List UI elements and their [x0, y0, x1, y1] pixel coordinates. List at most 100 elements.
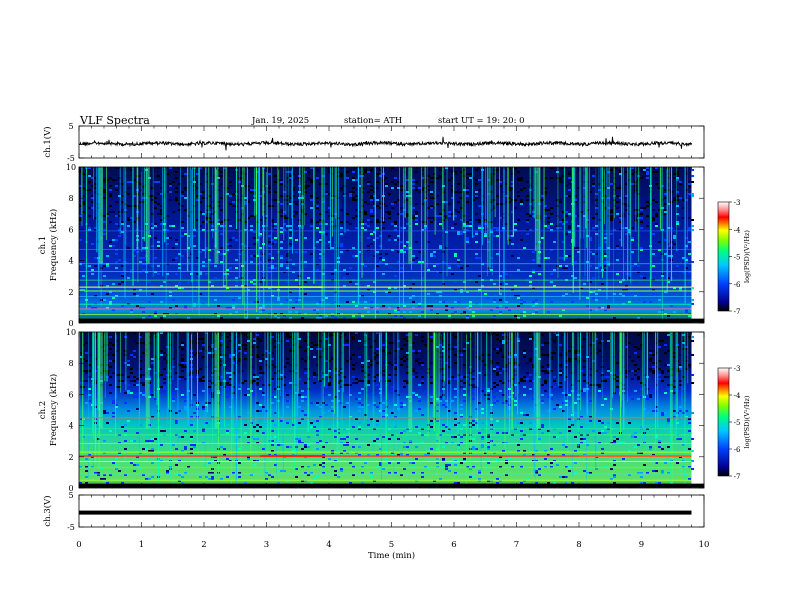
ch1-spec-cell: [394, 201, 397, 203]
ch1-spec-cell: [109, 211, 112, 213]
ch2-spec-cell: [391, 342, 394, 344]
ch2-spec-cell: [667, 364, 670, 366]
ch1-spec-cell: [247, 289, 250, 291]
ch2-spec-cell: [463, 364, 466, 366]
ch2-spec-cell: [541, 424, 544, 426]
ch1-spec-cell: [373, 231, 376, 233]
ch1-spec-cell: [457, 301, 460, 303]
ch1-spec-cell: [490, 181, 493, 183]
ch2-spec-cell: [340, 438, 343, 440]
ch2-spec-cell: [358, 356, 361, 358]
ch2-spec-cell: [478, 358, 481, 360]
ch2-spec-cell: [325, 442, 328, 444]
ch2-spec-cell: [487, 390, 490, 392]
ch1-spec-cell: [460, 231, 463, 233]
ch2-spec-cell: [256, 376, 259, 378]
ch2-spec-cell: [205, 366, 208, 368]
ch1-spec-cell: [460, 219, 463, 221]
ch1-spec-cell: [358, 221, 361, 223]
ch2-spec-cell: [541, 432, 544, 434]
ch1-spec-cell: [670, 305, 673, 307]
ch1-spec-cell: [517, 177, 520, 179]
ch2-spec-cell: [481, 446, 484, 448]
ch2-spec-cell: [436, 466, 439, 468]
ch1-spec-cell: [88, 305, 91, 307]
ch1-spec-cell: [109, 245, 112, 247]
ch2-spec-cell: [472, 448, 475, 450]
ch1-spec-cell: [412, 261, 415, 263]
ch1-spec-cell: [487, 249, 490, 251]
ch1-spec-cell: [559, 227, 562, 229]
ch1-spec-cell: [358, 295, 361, 297]
ch1-spec-cell: [325, 315, 328, 317]
ch2-spec-cell: [493, 402, 496, 404]
ch2-spec-cell: [253, 394, 256, 396]
ch2-spec-cell: [475, 448, 478, 450]
ch2-spec-cell: [451, 338, 454, 340]
ch1-spec-cell: [418, 187, 421, 189]
ch2-spec-cell: [547, 368, 550, 370]
ch1-spec-cell: [400, 227, 403, 229]
ch1-spec-cell: [550, 213, 553, 215]
ch2-spec-cell: [481, 390, 484, 392]
ch1-spec-cell: [154, 225, 157, 227]
ch2-spec-cell: [421, 364, 424, 366]
ch1-spec-cell: [244, 185, 247, 187]
ch1-spec-cell: [415, 181, 418, 183]
ch1-spec-cell: [88, 265, 91, 267]
ch1-spec-cell: [676, 265, 679, 267]
ch1-spec-cell: [397, 309, 400, 311]
ch2-spec-cell: [262, 392, 265, 394]
ch2-spec-cell: [187, 466, 190, 468]
ch2-spec-cell: [172, 400, 175, 402]
ch1-spec-cell: [595, 199, 598, 201]
ch2-spec-cell: [388, 438, 391, 440]
ch2-spec-cell: [220, 384, 223, 386]
ch2-spec-cell: [412, 368, 415, 370]
ch1-spec-cell: [259, 195, 262, 197]
ch2-spec-cell: [244, 358, 247, 360]
ch2-spec-cell: [463, 376, 466, 378]
ch1-spec-cell: [568, 183, 571, 185]
ch2-spec-cell: [457, 420, 460, 422]
ch2-spec-cell: [259, 366, 262, 368]
ch1-spec-cell: [604, 269, 607, 271]
ch1-spec-cell: [229, 245, 232, 247]
ch2-spec-cell: [637, 356, 640, 358]
ch1-spec-cell: [265, 217, 268, 219]
ch2-spec-cell: [421, 380, 424, 382]
ch1-spec-cell: [685, 173, 688, 175]
ch2-spec-cell: [541, 344, 544, 346]
ch1-spec-cell: [475, 257, 478, 259]
ch1-spec-cell: [295, 201, 298, 203]
ch2-spec-cell: [121, 374, 124, 376]
ch2-spec-cell: [526, 414, 529, 416]
ch2-spec-cell: [499, 350, 502, 352]
ch1-spec-cell: [688, 271, 691, 273]
ch1-spec-cell: [124, 211, 127, 213]
ch1-spec-cell: [604, 187, 607, 189]
ch2-spec-cell: [181, 360, 184, 362]
ch2-spec-cell: [499, 346, 502, 348]
ch2-spec-cell: [541, 426, 544, 428]
ch1-spec-cell: [259, 235, 262, 237]
ch1-spec-cell: [685, 171, 688, 173]
ch2-spec-cell: [85, 466, 88, 468]
ch2-spec-cell: [472, 386, 475, 388]
ch2-spec-cell: [265, 360, 268, 362]
ch2-spec-cell: [652, 362, 655, 364]
ch1-spec-cell: [154, 201, 157, 203]
ch2-spec-cell: [373, 376, 376, 378]
ch2-spec-cell: [529, 340, 532, 342]
ch2-spec-cell: [130, 372, 133, 374]
ch2-spec-cell: [328, 384, 331, 386]
ch2-spec-cell: [331, 450, 334, 452]
ch1-spec-cell: [112, 179, 115, 181]
ch2-spec-cell: [397, 462, 400, 464]
ch1-spec-cell: [193, 291, 196, 293]
ch2-spec-cell: [262, 448, 265, 450]
ch2-spec-cell: [259, 340, 262, 342]
ch1-spec-cell: [94, 229, 97, 231]
ch2-spec-cell: [172, 358, 175, 360]
ch2-spec-cell: [142, 342, 145, 344]
